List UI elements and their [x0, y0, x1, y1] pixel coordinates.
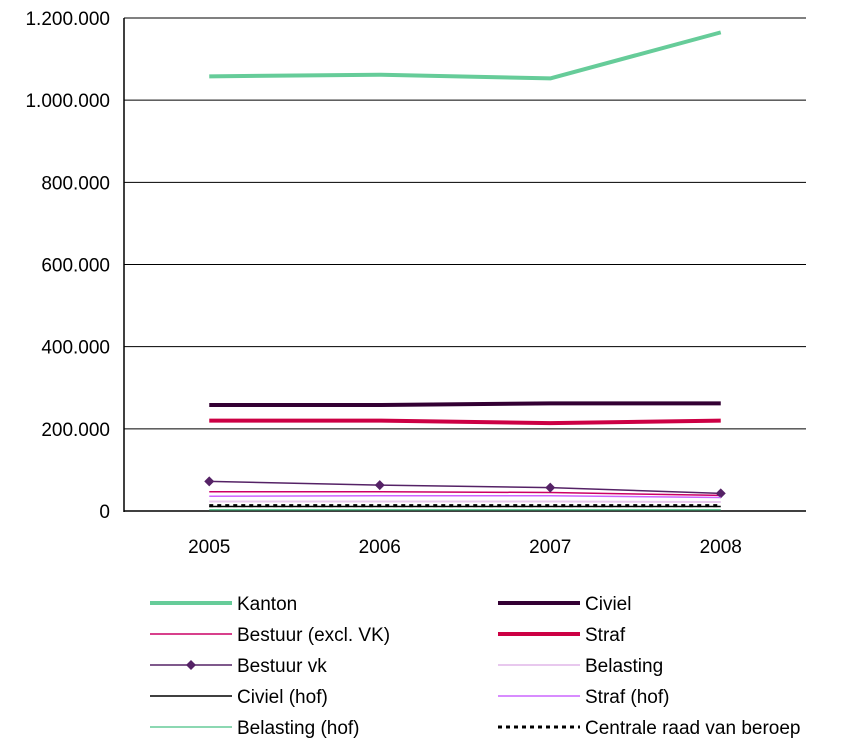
y-tick-label: 800.000 [41, 173, 110, 194]
legend-label: Straf (hof) [585, 687, 669, 708]
legend-label: Civiel [585, 594, 631, 615]
legend-label: Bestuur vk [237, 656, 327, 677]
series-line [209, 403, 721, 405]
y-tick-label: 1.000.000 [25, 91, 110, 112]
series-point [545, 483, 555, 493]
series [204, 32, 726, 509]
legend-label: Kanton [237, 594, 297, 615]
x-tick-label: 2006 [359, 537, 401, 558]
axes: 0 200.000 400.000 600.000 800.000 1.000.000 1.… [25, 9, 806, 558]
gridlines [124, 18, 806, 429]
y-tick-label: 0 [99, 502, 110, 523]
legend-label: Straf [585, 625, 626, 646]
legend-marker [186, 660, 196, 670]
y-tick-label: 200.000 [41, 420, 110, 441]
x-tick-label: 2007 [529, 537, 571, 558]
series-line [209, 421, 721, 423]
y-tick-label: 400.000 [41, 338, 110, 359]
series-line [209, 496, 721, 498]
y-tick-label: 1.200.000 [25, 9, 110, 30]
series-point [204, 476, 214, 486]
series-point [375, 480, 385, 490]
x-tick-label: 2005 [188, 537, 230, 558]
legend-label: Belasting [585, 656, 663, 677]
x-tick-label: 2008 [700, 537, 742, 558]
legend-label: Centrale raad van beroep [585, 718, 800, 739]
series-line [209, 492, 721, 496]
y-tick-label: 600.000 [41, 256, 110, 277]
legend-label: Belasting (hof) [237, 718, 360, 739]
legend-label: Bestuur (excl. VK) [237, 625, 390, 646]
series-line [209, 32, 721, 78]
legend: Kanton Civiel Bestuur (excl. VK) Straf Bestu… [150, 594, 800, 739]
legend-label: Civiel (hof) [237, 687, 328, 708]
